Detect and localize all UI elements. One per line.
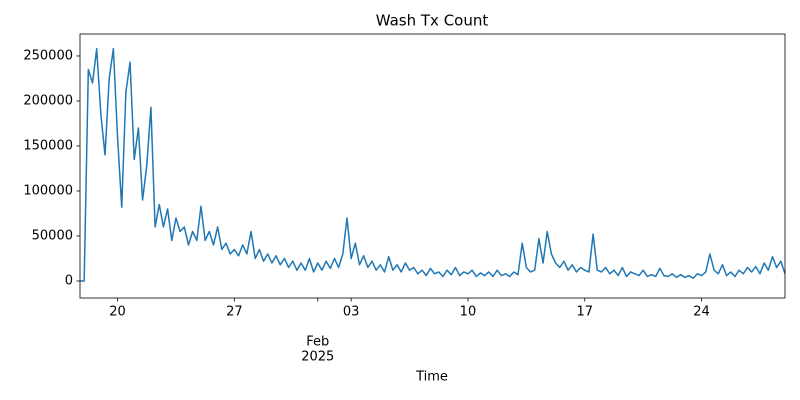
x-tick-label: 03 [343,305,360,320]
x-tick-label: Feb [306,335,329,350]
y-tick-label: 150000 [23,138,73,153]
x-tick-label: 24 [693,305,710,320]
y-tick-label: 100000 [23,183,73,198]
plot-frame [79,33,786,299]
y-tick-label: 250000 [23,48,73,63]
x-tick-label: 17 [576,305,593,320]
chart-title: Wash Tx Count [376,12,489,30]
x-axis-label: Time [415,370,448,385]
x-tick-year: 2025 [301,350,334,365]
y-tick-label: 200000 [23,93,73,108]
y-tick-label: 50000 [32,228,73,243]
series-line [80,48,785,282]
x-tick-label: 10 [460,305,477,320]
x-tick-label: 27 [226,305,243,320]
x-tick-label: 20 [109,305,126,320]
y-tick-label: 0 [65,273,73,288]
